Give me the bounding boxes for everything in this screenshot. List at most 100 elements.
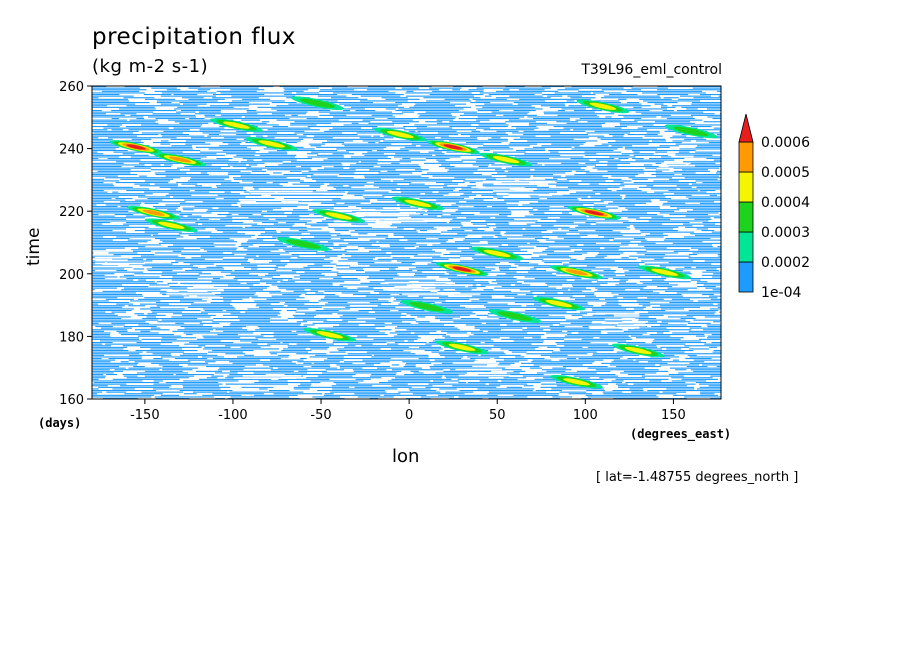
precip-streak bbox=[479, 380, 498, 382]
precip-streak bbox=[452, 385, 501, 387]
precip-streak bbox=[595, 230, 613, 232]
precip-streak bbox=[107, 124, 122, 126]
precip-streak bbox=[182, 103, 207, 105]
precip-streak bbox=[328, 226, 372, 228]
precip-streak bbox=[645, 167, 720, 169]
precip-event bbox=[312, 209, 366, 223]
precip-streak bbox=[460, 318, 480, 320]
precip-streak bbox=[447, 170, 505, 172]
precip-streak bbox=[161, 140, 169, 142]
precip-streak bbox=[358, 233, 368, 235]
precip-streak bbox=[173, 196, 246, 198]
precip-streak bbox=[92, 214, 99, 216]
precip-streak bbox=[92, 244, 161, 246]
precip-streak bbox=[692, 87, 721, 89]
precip-streak bbox=[201, 311, 241, 313]
precip-streak bbox=[654, 258, 721, 260]
precip-streak bbox=[282, 342, 327, 344]
precip-streak bbox=[248, 164, 258, 166]
precip-streak bbox=[501, 380, 569, 382]
precip-streak bbox=[165, 382, 237, 384]
precip-streak bbox=[518, 89, 545, 91]
precip-streak bbox=[513, 110, 536, 112]
precip-streak bbox=[194, 190, 247, 192]
precip-streak bbox=[262, 364, 330, 366]
precip-streak bbox=[376, 234, 389, 236]
precip-streak bbox=[655, 169, 670, 171]
precip-streak bbox=[211, 298, 243, 300]
precip-streak bbox=[74, 382, 92, 383]
precip-streak bbox=[654, 121, 691, 123]
precip-streak bbox=[453, 86, 483, 88]
precip-event bbox=[488, 309, 542, 323]
precip-streak bbox=[214, 372, 238, 374]
precip-streak bbox=[427, 214, 443, 216]
precip-streak bbox=[523, 130, 586, 132]
precip-streak bbox=[408, 388, 431, 390]
precip-streak bbox=[574, 279, 598, 281]
precip-streak bbox=[284, 94, 338, 96]
precip-streak bbox=[648, 321, 658, 323]
precip-streak bbox=[253, 220, 312, 222]
precip-streak bbox=[544, 164, 596, 166]
precip-streak bbox=[594, 145, 609, 147]
precip-streak bbox=[594, 130, 660, 132]
precip-streak bbox=[367, 86, 432, 88]
precip-streak bbox=[114, 214, 134, 216]
precip-streak bbox=[322, 142, 345, 144]
precip-streak bbox=[557, 110, 566, 112]
precip-streak bbox=[259, 306, 322, 308]
precip-streak bbox=[460, 255, 520, 257]
precip-streak bbox=[290, 122, 332, 124]
precip-streak bbox=[703, 284, 721, 286]
precip-streak bbox=[379, 270, 413, 272]
precip-streak bbox=[246, 167, 311, 169]
precip-streak bbox=[421, 286, 466, 288]
precip-streak bbox=[165, 170, 241, 172]
precip-streak bbox=[142, 265, 194, 267]
precip-streak bbox=[338, 260, 392, 262]
precip-streak bbox=[627, 358, 671, 360]
precip-streak bbox=[519, 183, 579, 185]
precip-streak bbox=[375, 318, 415, 320]
precip-streak bbox=[385, 108, 396, 110]
precip-streak bbox=[549, 106, 620, 108]
precip-streak bbox=[599, 337, 631, 339]
precip-streak bbox=[278, 354, 290, 356]
precip-streak bbox=[653, 180, 679, 182]
precip-streak bbox=[624, 198, 672, 200]
precip-streak bbox=[635, 159, 675, 161]
precip-streak bbox=[631, 150, 696, 152]
precip-streak bbox=[342, 314, 407, 316]
precip-streak bbox=[389, 244, 427, 246]
precip-streak bbox=[265, 140, 301, 142]
precip-streak bbox=[468, 335, 542, 337]
precip-streak bbox=[167, 246, 215, 248]
precip-streak bbox=[411, 217, 457, 219]
precip-streak bbox=[151, 150, 201, 152]
precip-streak bbox=[295, 311, 369, 313]
precip-streak bbox=[657, 89, 721, 91]
precip-streak bbox=[382, 194, 444, 196]
precip-streak bbox=[449, 121, 480, 123]
precip-streak bbox=[208, 134, 220, 136]
precip-streak bbox=[406, 313, 476, 315]
precip-streak bbox=[666, 388, 695, 390]
precip-streak bbox=[618, 158, 629, 160]
precip-streak bbox=[484, 95, 492, 97]
precip-streak bbox=[491, 174, 553, 176]
precip-streak bbox=[150, 153, 217, 155]
precip-streak bbox=[161, 337, 197, 339]
precip-streak bbox=[351, 210, 425, 212]
precip-streak bbox=[712, 118, 721, 120]
precip-streak bbox=[552, 231, 621, 233]
precip-streak bbox=[679, 148, 721, 150]
precip-streak bbox=[688, 330, 721, 332]
precip-streak bbox=[395, 330, 437, 332]
precip-streak bbox=[433, 380, 460, 382]
precip-streak bbox=[551, 388, 605, 390]
precip-streak bbox=[641, 241, 703, 243]
precip-streak bbox=[583, 244, 629, 246]
precip-streak bbox=[582, 326, 589, 328]
precip-streak bbox=[315, 292, 324, 294]
